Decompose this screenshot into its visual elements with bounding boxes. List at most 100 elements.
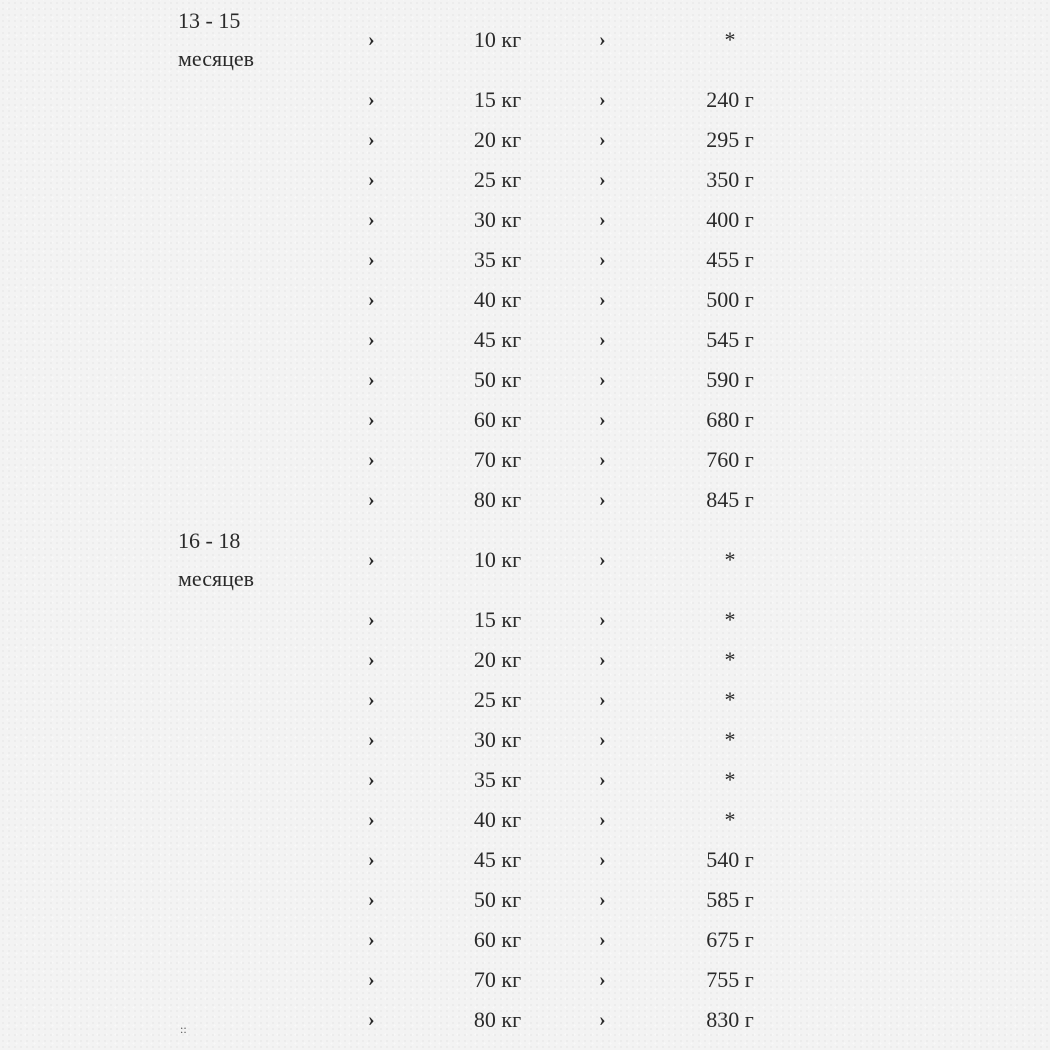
table-row: › 35 кг › * (0, 760, 1050, 800)
arrow-icon: › (368, 968, 375, 991)
weight-cell: 40 кг (473, 807, 522, 832)
portion-cell: 760 г (706, 447, 754, 472)
weight-cell: 45 кг (473, 847, 522, 872)
arrow-icon: › (368, 648, 375, 671)
portion-cell: * (724, 767, 736, 792)
arrow-icon: › (599, 408, 606, 431)
arrow-icon: › (368, 248, 375, 271)
portion-cell: 240 г (706, 87, 754, 112)
table-row: › 20 кг › 295 г (0, 120, 1050, 160)
table-row: › 45 кг › 545 г (0, 320, 1050, 360)
arrow-icon: › (368, 688, 375, 711)
arrow-icon: › (599, 488, 606, 511)
table-row: › 80 кг › 845 г (0, 480, 1050, 520)
table-row: › 50 кг › 590 г (0, 360, 1050, 400)
arrow-icon: › (599, 848, 606, 871)
portion-cell: 455 г (706, 247, 754, 272)
table-row: › 40 кг › 500 г (0, 280, 1050, 320)
portion-cell: 585 г (706, 887, 754, 912)
arrow-icon: › (368, 808, 375, 831)
trailing-mark: :: (180, 1022, 187, 1036)
weight-cell: 30 кг (473, 207, 522, 232)
portion-cell: 830 г (706, 1007, 754, 1032)
weight-cell: 10 кг (473, 547, 522, 572)
arrow-icon: › (599, 968, 606, 991)
weight-cell: 30 кг (473, 727, 522, 752)
arrow-icon: › (599, 128, 606, 151)
portion-cell: 350 г (706, 167, 754, 192)
portion-cell: * (724, 807, 736, 832)
arrow-icon: › (599, 648, 606, 671)
arrow-icon: › (368, 208, 375, 231)
weight-cell: 35 кг (473, 767, 522, 792)
arrow-icon: › (599, 168, 606, 191)
arrow-icon: › (599, 688, 606, 711)
weight-cell: 60 кг (473, 927, 522, 952)
arrow-icon: › (368, 28, 375, 51)
weight-cell: 80 кг (473, 487, 522, 512)
arrow-icon: › (599, 448, 606, 471)
table-row: › 60 кг › 675 г (0, 920, 1050, 960)
portion-cell: 680 г (706, 407, 754, 432)
portion-cell: 500 г (706, 287, 754, 312)
portion-cell: 755 г (706, 967, 754, 992)
weight-cell: 15 кг (473, 87, 522, 112)
table-row: › 70 кг › 755 г (0, 960, 1050, 1000)
table-row: › 30 кг › 400 г (0, 200, 1050, 240)
arrow-icon: › (368, 548, 375, 571)
portion-cell: 400 г (706, 207, 754, 232)
portion-cell: * (724, 547, 736, 572)
arrow-icon: › (599, 288, 606, 311)
age-label: 16 - 18 месяцев (178, 522, 254, 598)
arrow-icon: › (368, 848, 375, 871)
portion-cell: * (724, 27, 736, 52)
arrow-icon: › (368, 288, 375, 311)
arrow-icon: › (368, 768, 375, 791)
weight-cell: 25 кг (473, 687, 522, 712)
arrow-icon: › (368, 1008, 375, 1031)
arrow-icon: › (368, 88, 375, 111)
weight-cell: 50 кг (473, 887, 522, 912)
arrow-icon: › (368, 608, 375, 631)
weight-cell: 40 кг (473, 287, 522, 312)
age-range: 16 - 18 (178, 528, 241, 553)
arrow-icon: › (599, 88, 606, 111)
arrow-icon: › (599, 768, 606, 791)
table-row: › 70 кг › 760 г (0, 440, 1050, 480)
arrow-icon: › (368, 928, 375, 951)
table-row: › 60 кг › 680 г (0, 400, 1050, 440)
weight-cell: 70 кг (473, 967, 522, 992)
weight-cell: 80 кг (473, 1007, 522, 1032)
arrow-icon: › (599, 608, 606, 631)
portion-cell: * (724, 727, 736, 752)
portion-cell: * (724, 687, 736, 712)
portion-cell: 540 г (706, 847, 754, 872)
table-row: › 40 кг › * (0, 800, 1050, 840)
age-unit: месяцев (178, 566, 255, 591)
portion-cell: * (724, 647, 736, 672)
arrow-icon: › (599, 248, 606, 271)
age-range: 13 - 15 (178, 8, 241, 33)
table-row: › 80 кг › 830 г (0, 1000, 1050, 1040)
weight-cell: 50 кг (473, 367, 522, 392)
portion-cell: 295 г (706, 127, 754, 152)
arrow-icon: › (368, 728, 375, 751)
table-row: › 30 кг › * (0, 720, 1050, 760)
age-label: 13 - 15 месяцев (178, 2, 254, 78)
arrow-icon: › (599, 328, 606, 351)
portion-cell: 845 г (706, 487, 754, 512)
table-row: › 45 кг › 540 г (0, 840, 1050, 880)
arrow-icon: › (368, 168, 375, 191)
table-row: › 15 кг › 240 г (0, 80, 1050, 120)
arrow-icon: › (368, 328, 375, 351)
portion-cell: 545 г (706, 327, 754, 352)
arrow-icon: › (368, 408, 375, 431)
weight-cell: 20 кг (473, 647, 522, 672)
weight-cell: 35 кг (473, 247, 522, 272)
table-row: 16 - 18 месяцев › 10 кг › * (0, 520, 1050, 600)
table-row: › 20 кг › * (0, 640, 1050, 680)
table-row: › 50 кг › 585 г (0, 880, 1050, 920)
arrow-icon: › (599, 928, 606, 951)
weight-cell: 70 кг (473, 447, 522, 472)
